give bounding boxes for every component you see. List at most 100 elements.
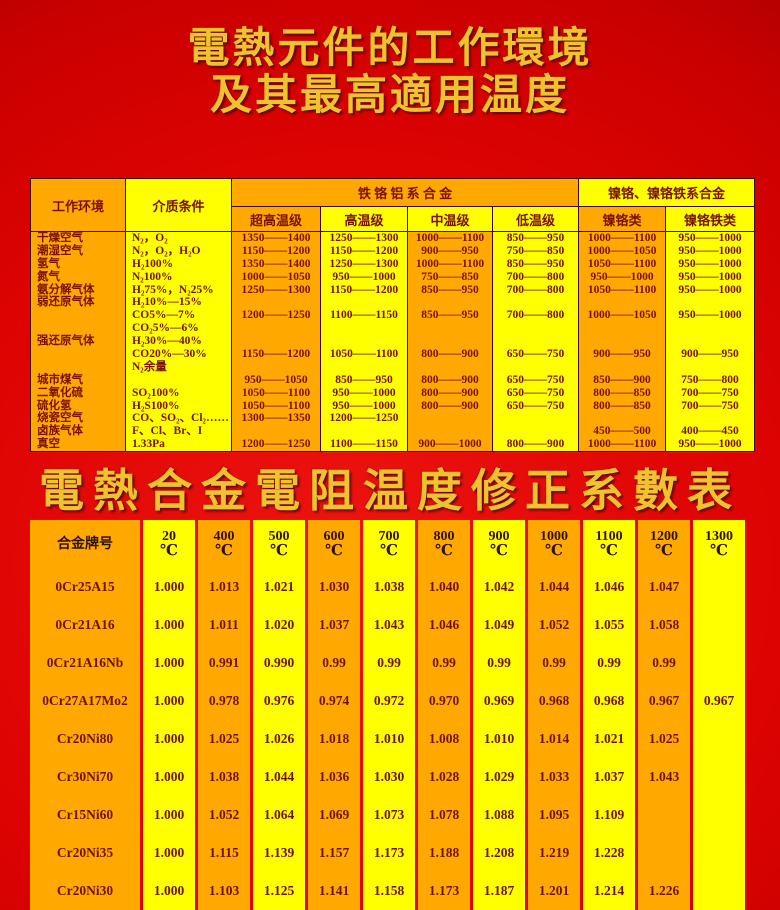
table2-value-cell: 1.228 — [593, 845, 625, 860]
table1-cell: 900——950 — [593, 348, 651, 361]
table2-value-cell: 1.040 — [428, 579, 460, 594]
table2-column-header: 500 ℃ — [253, 520, 305, 568]
table1-cell: 700——800 — [506, 283, 565, 296]
temp-value-label: 20 — [162, 529, 176, 544]
table1-cell: 1050——1100 — [587, 283, 657, 296]
table2-column-header: 1100 ℃ — [583, 520, 635, 568]
temp-value-label: 1000 — [540, 529, 568, 544]
table1-cell — [579, 361, 665, 374]
header-group-fecral-alloy: 铁 铬 铝 系 合 金 — [230, 178, 580, 207]
celsius-unit-label: ℃ — [490, 543, 508, 559]
table1-cell — [493, 361, 578, 374]
table1-cell: CO20%—30% — [132, 348, 207, 361]
table1-column: 1000——1100 1000——1050 1050——1100 950——1000 1… — [578, 230, 667, 453]
table1-cell — [232, 296, 320, 309]
table2-value-cell: 0.970 — [428, 693, 460, 708]
table1-cell — [31, 361, 125, 374]
table2-value-cell: 1.046 — [428, 617, 460, 632]
table2-value-cell: 1.043 — [373, 617, 405, 632]
celsius-unit-label: ℃ — [380, 543, 398, 559]
table1-cell: H₂30%—40% — [132, 335, 202, 348]
table2-value-cell: 0.972 — [373, 693, 405, 708]
table2-column-header: 20 ℃ — [143, 520, 195, 568]
table2-temp-column: 900 ℃ 1.042 1.049 0.99 0.969 1.010 1.029 1.088 1.… — [473, 520, 525, 910]
table1-cell — [493, 335, 578, 348]
table2-value-cell: 1.043 — [648, 769, 680, 784]
table2-value-cell: 1.095 — [538, 807, 570, 822]
table1-column: 1000——1100 900——950 1000——1100 750——850 850—… — [407, 230, 493, 453]
table2-value-cell: 1.109 — [593, 807, 625, 822]
table1-cell: 750——850 — [421, 270, 479, 283]
table1-cell: 800——900 — [421, 399, 479, 412]
table1-cell: 1150——1200 — [329, 283, 399, 296]
table1-cell: 750——800 — [681, 373, 739, 386]
table2-value-cell: 1.188 — [428, 845, 460, 860]
table2-value-cell: 1.103 — [208, 883, 240, 898]
table2-value-cell: 1.201 — [538, 883, 570, 898]
correction-coefficient-table: 合金牌号 0Cr25A15 0Cr21A16 0Cr21A16Nb 0Cr27A17Mo… — [30, 520, 745, 910]
header-working-environment: 工作环境 — [30, 178, 126, 232]
table1-cell: 1000——1050 — [587, 309, 657, 322]
table1-cell — [31, 348, 125, 361]
table1-cell: 二氧化硫 — [37, 386, 83, 399]
table1-cell: CO₂5%—6% — [132, 322, 199, 335]
table1-data-row: 干燥空气 潮湿空气 氢气 氮气 氨分解气体 弱还原气体 强还原气体 城市煤气 二氧化硫 硫化氢 烧瓷… — [30, 230, 756, 453]
table2-value-cell: 0.99 — [322, 655, 346, 670]
table2-grade-cell: Cr30Ni70 — [56, 769, 114, 784]
table1-cell: 950——1000 — [332, 386, 396, 399]
table2-value-cell: 1.000 — [153, 693, 185, 708]
table1-cell: 800——900 — [506, 438, 565, 451]
header-group-nicr-alloy: 镍铬、镍铬铁系合金 — [578, 178, 756, 207]
table1-cell: CO、SO₂、Cl₂…… — [132, 412, 229, 425]
table1-cell: 1000——1100 — [587, 438, 657, 451]
table1-cell — [408, 322, 492, 335]
table2-temp-column: 500 ℃ 1.021 1.020 0.990 0.976 1.026 1.044 1.064 1… — [253, 520, 305, 910]
table2-value-cell: 1.073 — [373, 807, 405, 822]
table1-subheader-cell: 高温级 — [320, 206, 408, 232]
table1-column: 950——1000 950——1000 950——1000 950——1000 950—… — [665, 230, 756, 453]
table2-value-cell: 1.037 — [593, 769, 625, 784]
table1-cell — [321, 425, 407, 438]
table2-value-cell: 1.000 — [153, 731, 185, 746]
table1-cell: H₂S100% — [132, 399, 180, 412]
table1-cell: 700——750 — [681, 386, 739, 399]
table2-column-header: 1200 ℃ — [638, 520, 690, 568]
table2-value-cell — [693, 796, 745, 834]
table2-temp-column: 400 ℃ 1.013 1.011 0.991 0.978 1.025 1.038 1.052 1… — [198, 520, 250, 910]
table2-value-cell: 0.968 — [538, 693, 570, 708]
table2-value-cell: 1.029 — [483, 769, 515, 784]
table1-cell: 650——750 — [506, 386, 565, 399]
temp-value-label: 1300 — [705, 529, 733, 544]
header-medium-condition: 介质条件 — [125, 178, 232, 232]
table2-value-cell: 1.047 — [648, 579, 680, 594]
table2-value-cell: 1.064 — [263, 807, 295, 822]
table2-grade-cell: 0Cr21A16Nb — [46, 655, 124, 670]
table1-cell: H₂75%，N₂25% — [132, 283, 214, 296]
celsius-unit-label: ℃ — [435, 543, 453, 559]
table1-cell: 950——1000 — [678, 270, 742, 283]
table2-value-cell: 1.030 — [373, 769, 405, 784]
table2-value-cell: 1.038 — [208, 769, 240, 784]
table1-cell: 700——750 — [681, 399, 739, 412]
table1-cell: 850——900 — [593, 373, 651, 386]
table2-value-cell: 1.226 — [648, 883, 680, 898]
table2-grade-cell: Cr20Ni35 — [56, 845, 114, 860]
table2-value-cell: 0.99 — [652, 655, 676, 670]
table1-cell: 900——950 — [681, 348, 739, 361]
table2-column-header: 1300 ℃ — [693, 520, 745, 568]
table1-cell: 氮气 — [37, 270, 60, 283]
table1-column: 干燥空气 潮湿空气 氢气 氮气 氨分解气体 弱还原气体 强还原气体 城市煤气 二氧化硫 硫化氢 烧瓷… — [30, 230, 126, 453]
table1-cell: 800——900 — [421, 348, 479, 361]
table1-subheader-cell: 中温级 — [407, 206, 493, 232]
table1-cell: 1050——1100 — [241, 386, 311, 399]
table1-cell: CO5%—7% — [132, 309, 196, 322]
table2-temp-column: 1000 ℃ 1.044 1.052 0.99 0.968 1.014 1.033 1.095 1… — [528, 520, 580, 910]
table1-cell: 950——1000 — [590, 270, 654, 283]
table1-cell — [666, 335, 754, 348]
table1-cell: 950——1000 — [678, 438, 742, 451]
table2-value-cell: 1.069 — [318, 807, 350, 822]
table2-temp-column: 700 ℃ 1.038 1.043 0.99 0.972 1.010 1.030 1.073 1.… — [363, 520, 415, 910]
table1-cell: 850——950 — [506, 232, 565, 244]
table1-cell: 400——450 — [681, 425, 739, 438]
table1-cell: 真空 — [37, 438, 60, 451]
